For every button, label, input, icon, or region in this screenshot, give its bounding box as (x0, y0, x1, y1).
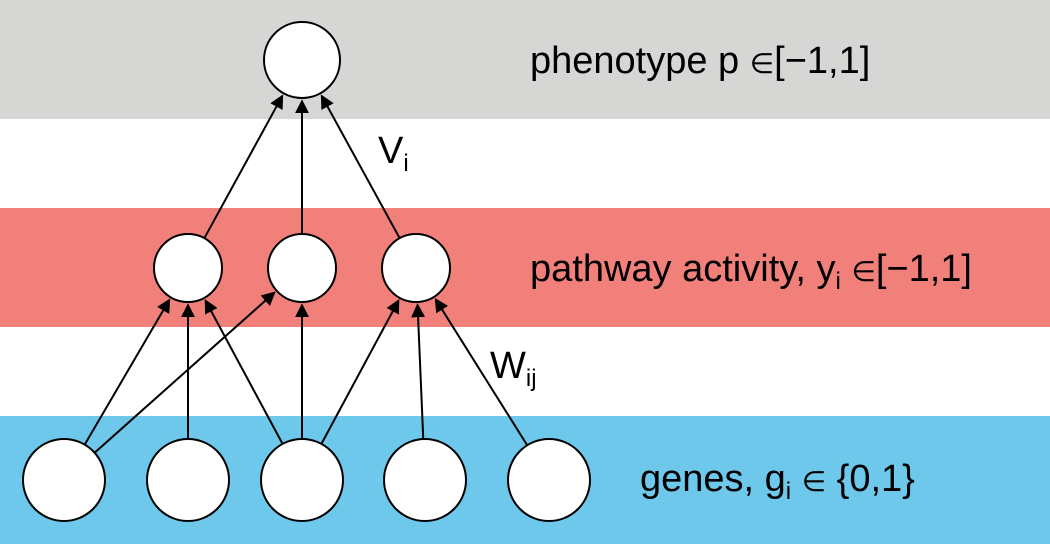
label-pathway: pathway activity, yi ∈[−1,1] (530, 248, 972, 291)
label-V: Vi (378, 130, 409, 173)
label-genes: genes, gi ∈ {0,1} (640, 458, 915, 501)
label-W: Wij (490, 345, 537, 388)
label-phenotype: phenotype p ∈[−1,1] (530, 40, 870, 83)
